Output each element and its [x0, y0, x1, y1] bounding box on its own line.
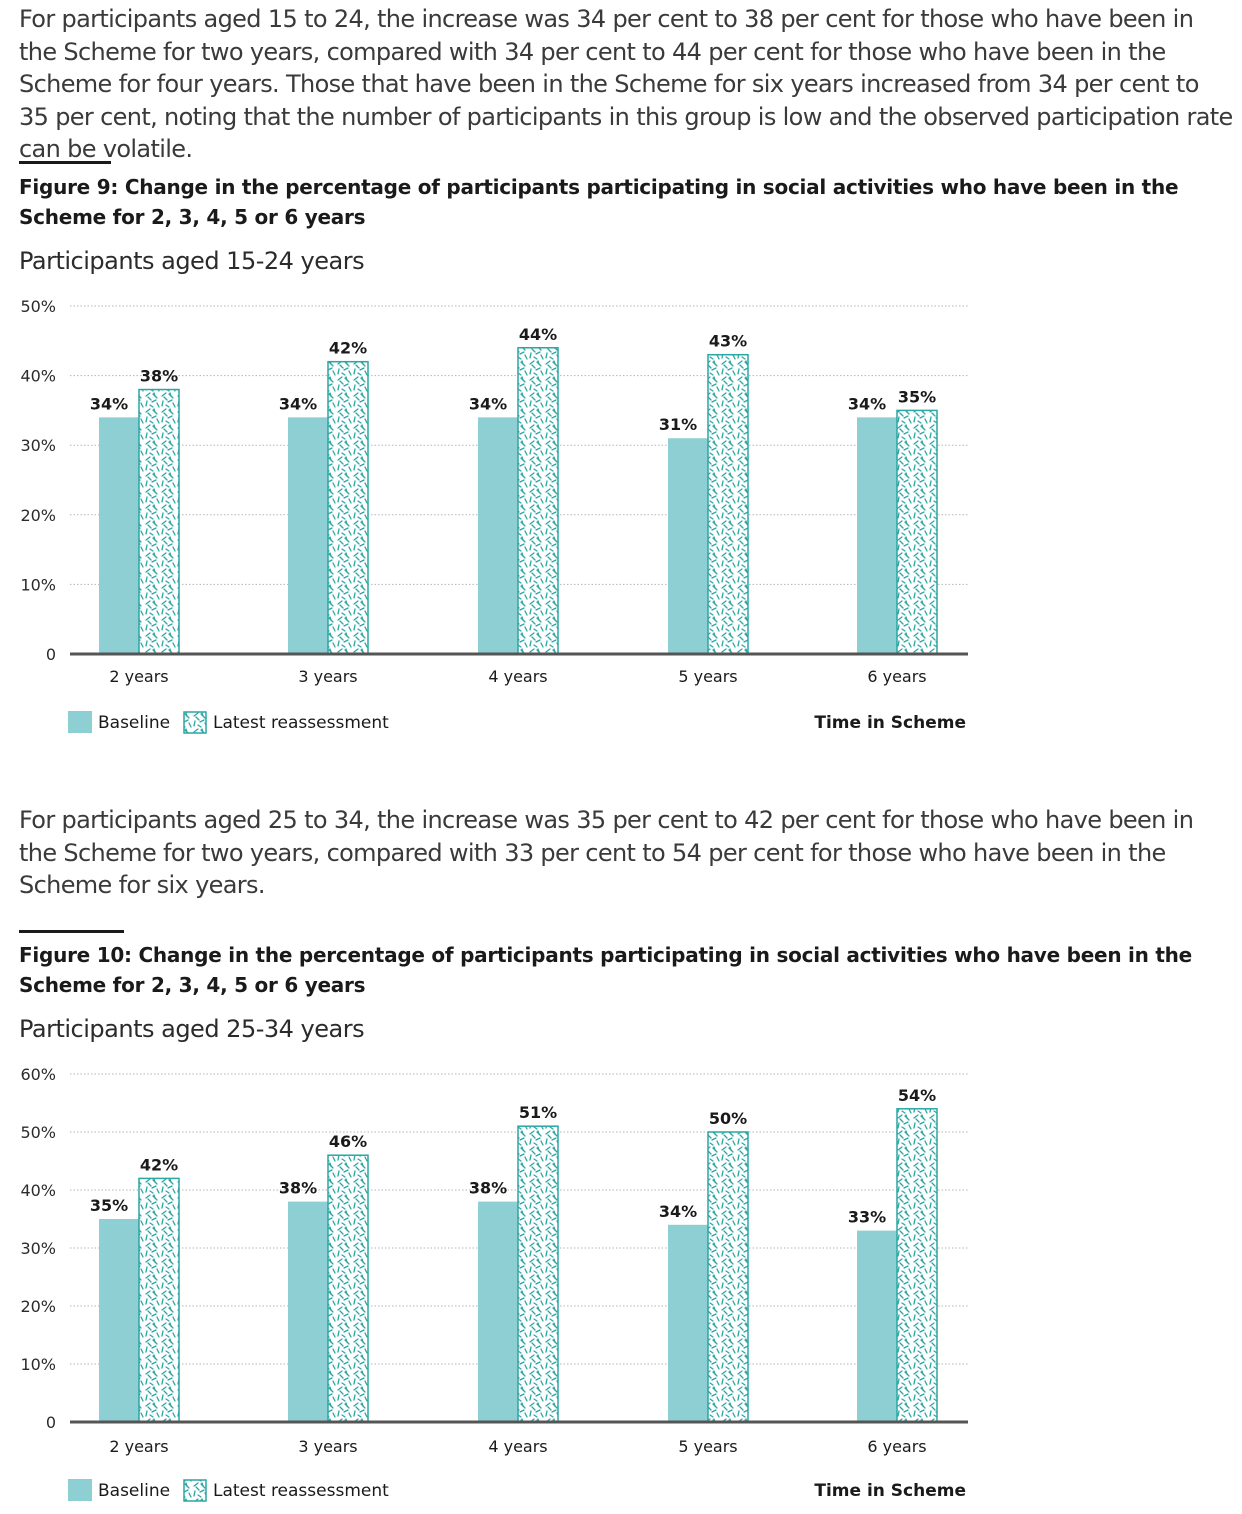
bar-latest-reassessment: [327, 360, 369, 655]
x-category-label: 5 years: [678, 1437, 737, 1456]
data-label-baseline: 38%: [469, 1179, 507, 1198]
y-tick-label: 10%: [20, 1355, 56, 1374]
data-label-baseline: 34%: [279, 394, 317, 413]
bar-baseline: [857, 417, 897, 654]
x-category-label: 3 years: [298, 667, 357, 686]
figure-9-chart: 0 10% 20% 30% 40% 50% 34% 38% 2 years 34% 42% 3 yea…: [20, 297, 968, 734]
data-label-latest: 35%: [898, 387, 936, 406]
y-tick-label: 50%: [20, 297, 56, 316]
data-label-latest: 46%: [329, 1132, 367, 1151]
x-category-label: 6 years: [867, 667, 926, 686]
figure-9-title: Figure 9: Change in the percentage of pa…: [19, 175, 1179, 229]
data-label-latest: 54%: [898, 1086, 936, 1105]
y-tick-label: 20%: [20, 1297, 56, 1316]
data-label-latest: 50%: [709, 1109, 747, 1128]
figure-9-rule: [19, 161, 111, 164]
legend-swatch-baseline: [68, 1479, 92, 1501]
figure-10-rule: [19, 930, 124, 933]
data-label-baseline: 34%: [469, 394, 507, 413]
data-label-baseline: 34%: [90, 394, 128, 413]
data-label-baseline: 33%: [848, 1208, 886, 1227]
x-category-label: 3 years: [298, 1437, 357, 1456]
data-label-baseline: 35%: [90, 1196, 128, 1215]
data-label-latest: 51%: [519, 1103, 557, 1122]
x-category-label: 2 years: [109, 1437, 168, 1456]
bar-baseline: [478, 1201, 518, 1422]
bar-baseline: [478, 417, 518, 654]
y-tick-label: 20%: [20, 506, 56, 525]
bar-latest-reassessment: [707, 353, 749, 655]
y-tick-label: 0: [46, 645, 56, 664]
y-tick-label: 10%: [20, 575, 56, 594]
paragraph-2: For participants aged 25 to 34, the incr…: [19, 806, 1194, 899]
figure-10-subtitle: Participants aged 25-34 years: [19, 1015, 365, 1043]
bar-latest-reassessment: [138, 1177, 180, 1423]
data-label-latest: 38%: [140, 367, 178, 386]
bar-baseline: [288, 1201, 328, 1422]
bar-baseline: [288, 417, 328, 654]
legend-swatch-baseline: [68, 711, 92, 733]
bar-baseline: [668, 1224, 708, 1422]
data-label-baseline: 38%: [279, 1179, 317, 1198]
bar-latest-reassessment: [517, 1125, 559, 1423]
data-label-baseline: 31%: [659, 415, 697, 434]
bar-baseline: [99, 417, 139, 654]
y-tick-label: 40%: [20, 1181, 56, 1200]
bar-latest-reassessment: [896, 409, 938, 655]
paragraph-1: For participants aged 15 to 24, the incr…: [19, 5, 1233, 163]
x-category-label: 4 years: [488, 1437, 547, 1456]
bar-baseline: [857, 1230, 897, 1422]
y-tick-label: 30%: [20, 436, 56, 455]
bar-latest-reassessment: [896, 1108, 938, 1423]
bar-latest-reassessment: [707, 1131, 749, 1423]
legend-label-baseline: Baseline: [98, 713, 170, 733]
bar-latest-reassessment: [138, 388, 180, 655]
x-axis-title: Time in Scheme: [814, 1481, 966, 1501]
figure-10-title: Figure 10: Change in the percentage of p…: [19, 943, 1192, 997]
figure-10-chart: 0 10% 20% 30% 40% 50% 60% 35% 42% 2 years 38% 46% 3 …: [20, 1065, 968, 1502]
figure-9-subtitle: Participants aged 15-24 years: [19, 247, 365, 275]
bar-latest-reassessment: [517, 347, 559, 655]
y-tick-label: 60%: [20, 1065, 56, 1084]
legend-swatch-latest: [183, 1479, 207, 1502]
x-category-label: 4 years: [488, 667, 547, 686]
x-category-label: 5 years: [678, 667, 737, 686]
data-label-latest: 43%: [709, 332, 747, 351]
y-tick-label: 40%: [20, 367, 56, 386]
x-category-label: 2 years: [109, 667, 168, 686]
legend-label-latest: Latest reassessment: [213, 1481, 389, 1501]
bar-latest-reassessment: [327, 1154, 369, 1423]
legend-label-latest: Latest reassessment: [213, 713, 389, 733]
bar-baseline: [99, 1219, 139, 1422]
data-label-latest: 42%: [329, 339, 367, 358]
data-label-baseline: 34%: [848, 394, 886, 413]
legend-label-baseline: Baseline: [98, 1481, 170, 1501]
y-tick-label: 0: [46, 1413, 56, 1432]
x-category-label: 6 years: [867, 1437, 926, 1456]
data-label-latest: 42%: [140, 1155, 178, 1174]
x-axis-title: Time in Scheme: [814, 713, 966, 733]
legend-swatch-latest: [183, 711, 207, 734]
data-label-baseline: 34%: [659, 1202, 697, 1221]
y-tick-label: 50%: [20, 1123, 56, 1142]
bar-baseline: [668, 438, 708, 654]
data-label-latest: 44%: [519, 325, 557, 344]
y-tick-label: 30%: [20, 1239, 56, 1258]
